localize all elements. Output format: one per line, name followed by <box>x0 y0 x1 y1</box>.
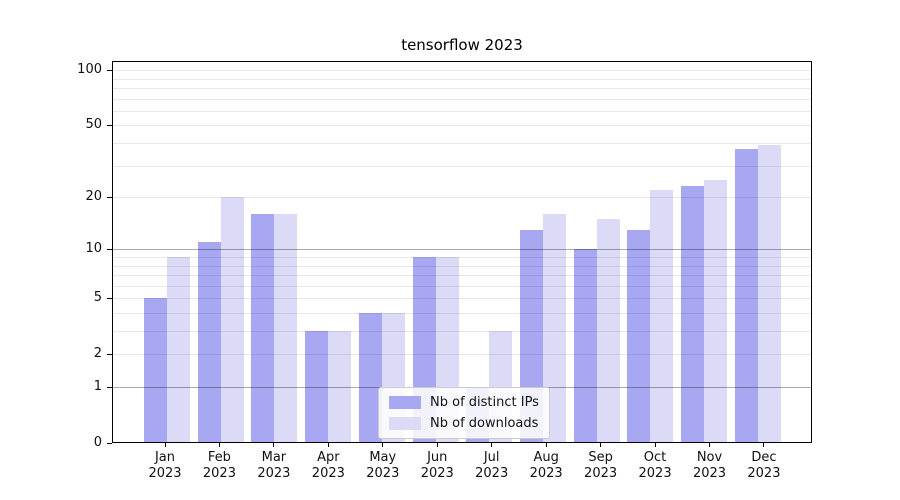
x-tick-mark <box>600 443 602 447</box>
x-tick-label: Jun 2023 <box>420 450 454 481</box>
bar-feb-2023-downloads <box>220 197 244 443</box>
x-tick-label: Nov 2023 <box>692 450 727 481</box>
y-tick-mark <box>107 124 112 126</box>
y-tick-label: 50 <box>85 117 102 133</box>
bar-oct-2023-downloads <box>650 189 674 443</box>
gridline-minor <box>112 88 812 90</box>
x-tick-mark <box>382 443 384 447</box>
y-tick-label: 20 <box>85 189 102 205</box>
gridline-minor <box>112 78 812 80</box>
x-tick-mark <box>491 443 493 447</box>
x-tick-label: Jul 2023 <box>475 450 509 481</box>
gridline-minor <box>112 143 812 145</box>
gridline-minor <box>112 197 812 199</box>
bar-apr-2023-distinct-ips <box>305 331 329 443</box>
bar-apr-2023-downloads <box>328 331 352 443</box>
grid-layer <box>112 61 812 443</box>
x-tick-label: Sep 2023 <box>584 450 618 481</box>
gridline-minor <box>112 98 812 100</box>
bar-sep-2023-distinct-ips <box>573 249 597 443</box>
y-tick-mark <box>107 442 112 444</box>
x-tick-label: Mar 2023 <box>257 450 291 481</box>
legend-label-downloads: Nb of downloads <box>430 416 539 431</box>
x-tick-label: Dec 2023 <box>747 450 781 481</box>
gridline-minor <box>112 110 812 112</box>
y-tick-mark <box>107 386 112 388</box>
y-tick-mark <box>107 196 112 198</box>
legend-item-downloads: Nb of downloads <box>389 416 539 431</box>
x-tick-mark <box>436 443 438 447</box>
y-tick-mark <box>107 353 112 355</box>
gridline-minor <box>112 165 812 167</box>
y-tick-mark <box>107 69 112 71</box>
bar-mar-2023-distinct-ips <box>251 214 275 443</box>
bar-dec-2023-downloads <box>757 145 781 443</box>
x-tick-mark <box>654 443 656 447</box>
bar-sep-2023-downloads <box>596 219 620 443</box>
x-tick-mark <box>218 443 220 447</box>
gridline-minor <box>112 70 812 72</box>
y-tick-label: 10 <box>85 241 102 257</box>
x-tick-label: Feb 2023 <box>202 450 236 481</box>
gridline-minor <box>112 298 812 300</box>
gridline-minor <box>112 125 812 127</box>
gridline-minor <box>112 265 812 267</box>
gridline-minor <box>112 354 812 356</box>
bar-may-2023-distinct-ips <box>358 313 382 443</box>
y-tick-label: 0 <box>93 435 102 450</box>
x-tick-label: Oct 2023 <box>638 450 672 481</box>
bar-jan-2023-distinct-ips <box>144 298 167 443</box>
legend-swatch-distinct-ips-icon <box>389 396 421 409</box>
bar-jan-2023-downloads <box>167 257 190 443</box>
gridline-minor <box>112 285 812 287</box>
legend-item-distinct-ips: Nb of distinct IPs <box>389 395 539 410</box>
y-tick-label: 100 <box>77 62 102 78</box>
gridline-minor <box>112 331 812 333</box>
chart-title: tensorflow 2023 <box>401 36 523 54</box>
legend-swatch-downloads-icon <box>389 417 421 430</box>
bar-aug-2023-downloads <box>542 214 566 443</box>
gridline-minor <box>112 275 812 277</box>
x-tick-mark <box>545 443 547 447</box>
bar-nov-2023-downloads <box>704 179 727 443</box>
x-tick-label: May 2023 <box>366 450 400 481</box>
x-tick-mark <box>763 443 765 447</box>
y-tick-label: 2 <box>93 346 102 362</box>
legend: Nb of distinct IPs Nb of downloads <box>378 387 550 439</box>
gridline-minor <box>112 312 812 314</box>
plot-area: Nb of distinct IPs Nb of downloads <box>112 61 812 443</box>
bar-feb-2023-distinct-ips <box>197 242 221 443</box>
y-tick-mark <box>107 248 112 250</box>
gridline-major <box>112 249 812 251</box>
bar-dec-2023-distinct-ips <box>734 149 758 443</box>
x-tick-label: Aug 2023 <box>529 450 563 481</box>
x-tick-label: Apr 2023 <box>311 450 345 481</box>
x-tick-mark <box>709 443 710 447</box>
bar-mar-2023-downloads <box>274 214 298 443</box>
y-tick-label: 5 <box>93 290 102 306</box>
gridline-minor <box>112 257 812 258</box>
x-tick-label: Jan 2023 <box>148 450 182 481</box>
x-tick-mark <box>273 443 275 447</box>
bar-oct-2023-distinct-ips <box>627 229 651 443</box>
y-tick-label: 1 <box>93 379 102 394</box>
legend-label-distinct-ips: Nb of distinct IPs <box>430 395 539 410</box>
bar-nov-2023-distinct-ips <box>681 186 704 443</box>
x-tick-mark <box>164 443 166 447</box>
y-tick-mark <box>107 297 112 299</box>
x-tick-mark <box>327 443 329 447</box>
